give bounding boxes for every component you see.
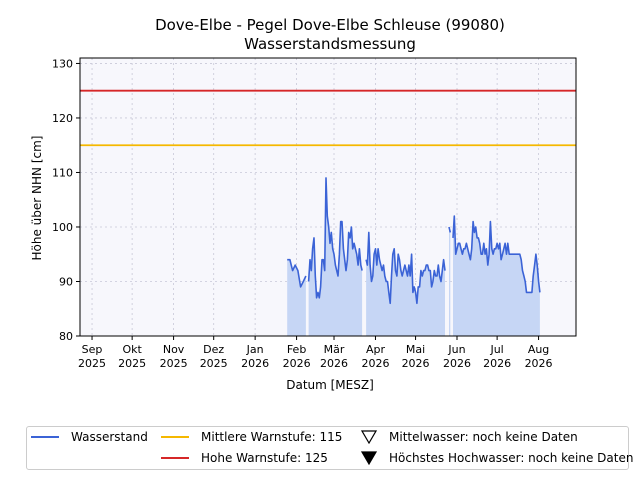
x-tick-year: 2026	[320, 357, 348, 370]
legend-item-hochwasser: Höchstes Hochwasser: noch keine Daten	[361, 451, 633, 465]
x-tick-year: 2025	[118, 357, 146, 370]
x-axis-label: Datum [MESZ]	[286, 378, 374, 392]
x-tick-year: 2025	[160, 357, 188, 370]
water-level-area-segment	[366, 232, 445, 336]
x-tick-label: Mai	[406, 343, 425, 356]
legend: Wasserstand Mittlere Warnstufe: 115 Hohe…	[26, 426, 633, 470]
x-tick-year: 2026	[525, 357, 553, 370]
legend-label-wasserstand: Wasserstand	[71, 430, 148, 444]
chart-subtitle: Wasserstandsmessung	[244, 35, 416, 53]
x-tick-year: 2025	[78, 357, 106, 370]
x-tick-year: 2026	[241, 357, 269, 370]
y-tick-label: 80	[59, 330, 73, 343]
legend-item-wasserstand: Wasserstand	[31, 430, 148, 444]
chart: Dove-Elbe - Pegel Dove-Elbe Schleuse (99…	[30, 16, 577, 392]
legend-item-mittlere: Mittlere Warnstufe: 115	[161, 430, 342, 444]
water-level-line-segment	[307, 177, 363, 299]
x-tick-year: 2026	[283, 357, 311, 370]
water-level-line-segment	[452, 215, 541, 294]
x-tick-label: Mär	[324, 343, 345, 356]
legend-item-hohe: Hohe Warnstufe: 125	[161, 451, 328, 465]
legend-swatch-wasserstand	[31, 436, 59, 438]
water-level-area-segment	[308, 177, 363, 336]
triangle-down-outline-icon	[361, 430, 377, 444]
x-tick-label: Aug	[528, 343, 549, 356]
legend-label-mittlere: Mittlere Warnstufe: 115	[201, 430, 343, 444]
water-level-line-segment	[448, 226, 452, 233]
y-tick-label: 130	[52, 57, 73, 70]
x-tick-label: Jul	[489, 343, 503, 356]
x-tick-label: Jan	[246, 343, 264, 356]
water-level-area-segment	[453, 216, 540, 336]
x-tick-label: Dez	[203, 343, 224, 356]
y-tick-label: 100	[52, 221, 73, 234]
y-axis-ticks: 80 90 100 110 120 130	[52, 57, 80, 343]
legend-swatch-mittlere	[161, 436, 189, 438]
x-tick-label: Apr	[366, 343, 386, 356]
x-tick-label: Okt	[122, 343, 142, 356]
water-level-line-segment	[287, 258, 307, 288]
water-level-area-segment	[449, 227, 451, 336]
legend-label-hohe: Hohe Warnstufe: 125	[201, 451, 328, 465]
legend-item-mittelwasser: Mittelwasser: noch keine Daten	[361, 430, 578, 444]
x-tick-label: Nov	[163, 343, 185, 356]
y-tick-label: 120	[52, 112, 73, 125]
legend-label-mittelwasser: Mittelwasser: noch keine Daten	[389, 430, 578, 444]
x-tick-year: 2026	[402, 357, 430, 370]
plot-frame	[79, 57, 577, 337]
threshold-lines	[80, 89, 576, 147]
legend-swatch-hohe	[161, 457, 189, 459]
x-tick-label: Jun	[447, 343, 465, 356]
y-tick-label: 90	[59, 275, 73, 288]
water-level-line	[287, 177, 541, 305]
chart-title: Dove-Elbe - Pegel Dove-Elbe Schleuse (99…	[155, 16, 505, 34]
legend-label-hochwasser: Höchstes Hochwasser: noch keine Daten	[389, 451, 634, 465]
y-axis-label: Höhe über NHN [cm]	[30, 136, 44, 261]
x-tick-year: 2026	[483, 357, 511, 370]
x-tick-label: Sep	[82, 343, 103, 356]
water-level-line-segment	[365, 231, 446, 305]
triangle-down-filled-icon	[361, 451, 377, 465]
x-tick-year: 2025	[200, 357, 228, 370]
water-level-area	[287, 177, 540, 336]
water-level-area-segment	[287, 259, 306, 336]
y-tick-label: 110	[52, 166, 73, 179]
x-tick-label: Feb	[287, 343, 306, 356]
x-tick-year: 2026	[443, 357, 471, 370]
x-tick-year: 2026	[361, 357, 389, 370]
x-axis-ticks: Sep2025Okt2025Nov2025Dez2025Jan2026Feb20…	[78, 336, 553, 370]
